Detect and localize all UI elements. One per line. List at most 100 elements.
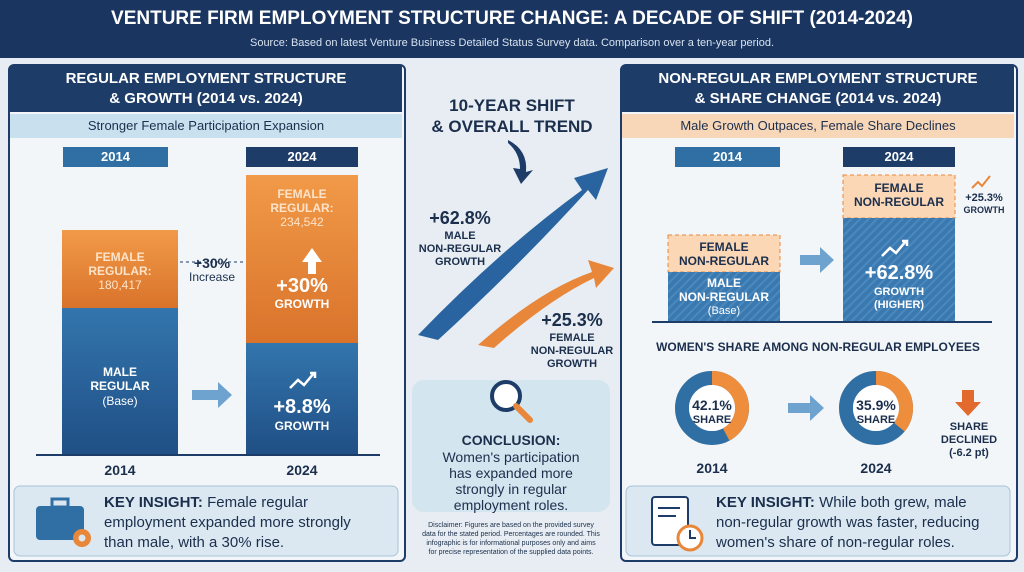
middle-title: & OVERALL TREND: [431, 117, 593, 136]
insight-line: employment expanded more strongly: [104, 514, 351, 531]
source: Source: Based on latest Venture Business…: [249, 37, 774, 49]
change-label: Increase: [188, 270, 236, 284]
arrow: [800, 247, 834, 273]
conclusion-line: employment roles.: [453, 497, 569, 513]
conclusion-line: Women's participation: [442, 449, 580, 465]
header-band: [0, 0, 1024, 58]
donut-share-arc: [675, 371, 749, 445]
insight-line: Female regular: [207, 494, 308, 511]
conclusion-box: [412, 380, 610, 512]
male-trend-arrow: [418, 168, 608, 340]
bar-label: MALE: [707, 276, 741, 290]
share-change: DECLINED: [940, 434, 998, 446]
female-bar: [62, 230, 178, 308]
briefcase-icon: [50, 497, 70, 509]
donut-sublabel: SHARE: [692, 414, 732, 426]
donut-sublabel: SHARE: [856, 414, 896, 426]
female-bar: [667, 234, 781, 273]
bar-label: NON-REGULAR: [679, 254, 769, 268]
year-tag: [246, 147, 358, 167]
disclaimer: data for the stated period. Percentages …: [422, 531, 600, 538]
axis-year: 2014: [696, 460, 728, 476]
middle-title: 10-YEAR SHIFT: [449, 96, 575, 115]
disclaimer: infographic is for informational purpose…: [426, 540, 596, 547]
insight-line: non-regular growth was faster, reducing: [716, 514, 980, 531]
share-title: WOMEN'S SHARE AMONG NON-REGULAR EMPLOYEE…: [656, 340, 980, 354]
axis-year: 2024: [286, 462, 318, 478]
year-tag-label: 2014: [713, 149, 742, 164]
disclaimer: for precise representation of the suppli…: [428, 549, 594, 556]
panel-subtitle: Male Growth Outpaces, Female Share Decli…: [680, 118, 956, 133]
trend-value: +25.3%: [541, 310, 603, 330]
year-tag: [843, 147, 955, 167]
insight-line: than male, with a 30% rise.: [104, 534, 285, 551]
trend-label: NON-REGULAR: [530, 345, 614, 357]
subtitle-band: [622, 114, 1014, 138]
bar-label: REGULAR: [90, 379, 150, 393]
gear-icon: [78, 534, 86, 542]
trend-label: MALE: [444, 230, 476, 242]
male-bar: [246, 343, 358, 455]
title: VENTURE FIRM EMPLOYMENT STRUCTURE CHANGE…: [111, 8, 913, 29]
year-tag: [63, 147, 168, 167]
growth-value: +8.8%: [273, 396, 331, 418]
growth-icon: [289, 371, 317, 389]
donut-share-arc: [839, 371, 913, 445]
trend-value: +62.8%: [429, 208, 491, 228]
insight-label: KEY INSIGHT:: [716, 494, 815, 511]
year-tag-label: 2024: [884, 149, 914, 164]
panel-title: REGULAR EMPLOYMENT STRUCTURE: [65, 70, 347, 87]
insight-box: [625, 485, 1011, 557]
panel-title: & SHARE CHANGE (2014 vs. 2024): [694, 90, 942, 107]
panel-header: [10, 66, 402, 112]
bar-label: REGULAR:: [88, 264, 152, 278]
donut-hole: [853, 385, 899, 431]
trend-label: NON-REGULAR: [418, 243, 502, 255]
axis-year: 2024: [860, 460, 892, 476]
bar-label: FEMALE: [874, 181, 924, 195]
growth-icon: [971, 175, 991, 189]
bar-label: FEMALE: [95, 250, 145, 264]
panel-subtitle: Stronger Female Participation Expansion: [87, 118, 325, 133]
share-change: (-6.2 pt): [949, 447, 989, 459]
male-bar: [668, 272, 780, 322]
subtitle-band: [10, 114, 402, 138]
briefcase-icon: [36, 506, 84, 540]
down-arrow: [955, 390, 981, 416]
bar-label: NON-REGULAR: [679, 290, 769, 304]
share-change: SHARE: [949, 421, 989, 433]
bar-label: FEMALE: [277, 187, 327, 201]
bar-label: (Base): [707, 305, 741, 317]
growth-label: (HIGHER): [873, 299, 925, 311]
arrow: [192, 382, 232, 408]
growth-icon: [881, 239, 909, 257]
conclusion-label: CONCLUSION:: [461, 432, 561, 448]
bar-label: FEMALE: [699, 240, 749, 254]
panel-header: [622, 66, 1014, 112]
male-bar: [62, 308, 178, 455]
bar-label: NON-REGULAR: [854, 195, 944, 209]
magnifier-icon: [513, 403, 533, 423]
change-value: +30%: [193, 255, 231, 271]
clock-icon: [689, 530, 696, 539]
curved-arrow: [508, 140, 533, 184]
insight-text: KEY INSIGHT: Female regular: [104, 494, 308, 511]
insight-box: [13, 485, 399, 557]
bar-value: 234,542: [280, 215, 324, 229]
magnifier-icon: [490, 380, 522, 412]
arrow: [788, 395, 824, 421]
panel-title: NON-REGULAR EMPLOYMENT STRUCTURE: [658, 70, 978, 87]
disclaimer: Disclaimer: Figures are based on the pro…: [428, 522, 594, 529]
female-trend-arrow: [478, 260, 614, 348]
growth-value: +62.8%: [864, 262, 934, 284]
year-tag: [675, 147, 780, 167]
donut-label: 35.9%: [856, 397, 896, 413]
growth-value: +30%: [276, 275, 328, 297]
insight-line: women's share of non-regular roles.: [716, 534, 955, 551]
conclusion-line: strongly in regular: [455, 481, 567, 497]
bar-label: MALE: [103, 365, 137, 379]
insight-label: KEY INSIGHT:: [104, 494, 203, 511]
bar-label: REGULAR:: [270, 201, 334, 215]
